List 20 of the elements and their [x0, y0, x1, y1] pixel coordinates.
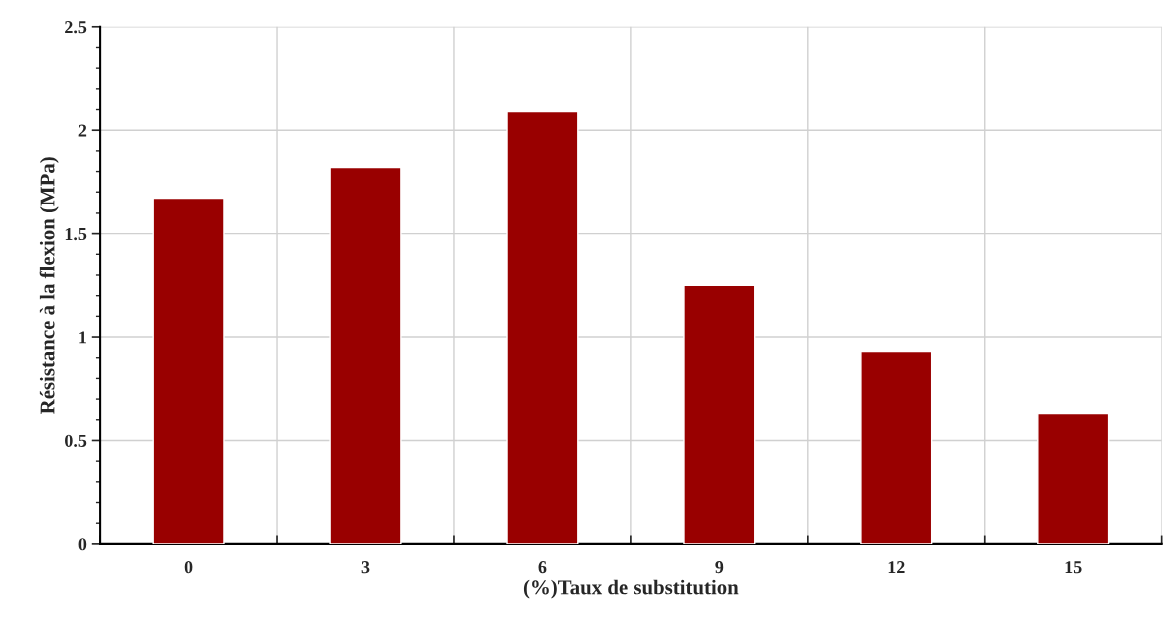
- bar: [329, 166, 402, 544]
- bar: [683, 284, 756, 544]
- y-tick-label: 1: [79, 331, 86, 344]
- bar: [860, 350, 933, 544]
- x-tick-label: 15: [1065, 561, 1082, 574]
- y-axis-title: Résistance à la flexion (MPa): [39, 157, 59, 414]
- y-tick-label: 1.5: [65, 227, 87, 241]
- x-tick-label: 3: [361, 561, 370, 574]
- y-tick-label: 0: [78, 538, 87, 551]
- bar: [1037, 412, 1110, 544]
- x-tick-label: 0: [184, 561, 193, 574]
- y-tick-label: 0.5: [65, 434, 87, 447]
- y-tick-label: 2.5: [65, 21, 87, 34]
- x-tick-label: 12: [888, 561, 905, 574]
- x-tick-label: 9: [715, 561, 724, 574]
- x-tick-label: 6: [538, 561, 547, 574]
- y-tick-label: 2: [78, 124, 87, 137]
- x-axis-title: (%)Taux de substitution: [523, 579, 739, 599]
- bar: [506, 110, 579, 544]
- bar: [152, 197, 225, 544]
